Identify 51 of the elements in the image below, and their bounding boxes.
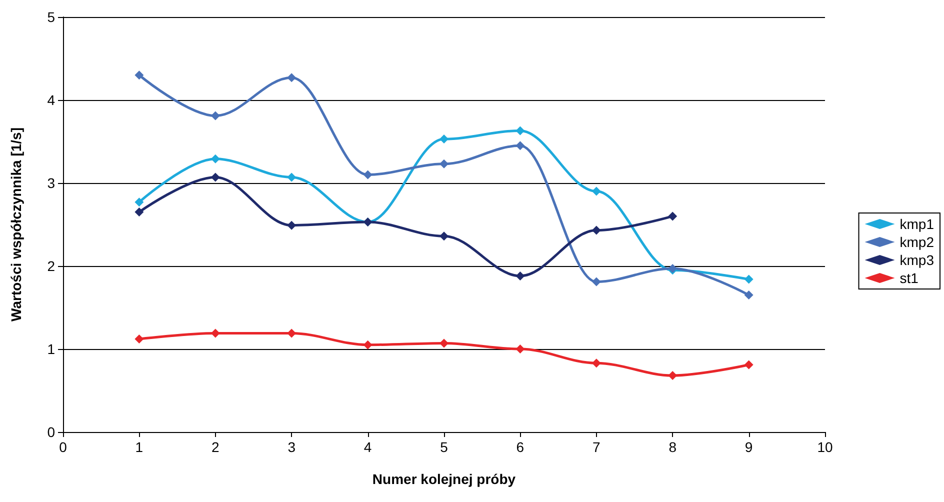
point: [287, 172, 296, 182]
point: [592, 186, 601, 196]
point: [516, 344, 525, 354]
x-tick-label: 4: [364, 439, 372, 455]
point: [744, 290, 754, 300]
point: [210, 154, 220, 164]
y-tick-label: 3: [47, 175, 56, 191]
x-tick-label: 5: [440, 439, 448, 455]
point: [668, 212, 678, 221]
legend-label: st1: [900, 270, 919, 286]
x-tick-label: 7: [592, 439, 600, 455]
point: [592, 226, 601, 235]
x-axis-title: Numer kolejnej próby: [372, 471, 516, 487]
point: [744, 274, 754, 284]
point: [440, 232, 448, 241]
point: [210, 111, 220, 120]
point: [363, 170, 372, 180]
point: [287, 73, 296, 82]
point: [440, 134, 448, 144]
point: [134, 334, 144, 344]
point: [210, 328, 220, 338]
y-tick-label: 1: [47, 341, 56, 357]
point: [516, 271, 525, 280]
x-tick-label: 8: [668, 439, 677, 455]
point: [440, 159, 448, 168]
point: [210, 172, 220, 182]
point: [287, 328, 296, 338]
point: [592, 277, 601, 286]
point: [744, 360, 754, 370]
point: [134, 208, 144, 217]
x-tick-label: 6: [516, 439, 524, 455]
point: [516, 126, 525, 136]
legend-label: kmp2: [900, 234, 934, 250]
y-tick-label: 5: [47, 9, 56, 25]
x-tick-label: 10: [817, 439, 833, 455]
x-tick-label: 1: [135, 439, 144, 455]
y-tick-label: 4: [47, 92, 56, 108]
point: [134, 198, 144, 207]
y-tick-label: 2: [47, 258, 56, 274]
legend-label: kmp1: [900, 216, 934, 232]
y-axis-title: Wartości współczynnika [1/s]: [8, 128, 24, 322]
y-tick-label: 0: [47, 424, 56, 440]
point: [516, 141, 525, 150]
point: [440, 338, 448, 348]
point: [592, 358, 601, 368]
x-tick-label: 9: [744, 439, 753, 455]
x-tick-label: 2: [212, 439, 220, 455]
legend-label: kmp3: [900, 252, 934, 268]
x-tick-label: 0: [59, 439, 68, 455]
point: [134, 70, 144, 80]
x-tick-label: 3: [288, 439, 296, 455]
